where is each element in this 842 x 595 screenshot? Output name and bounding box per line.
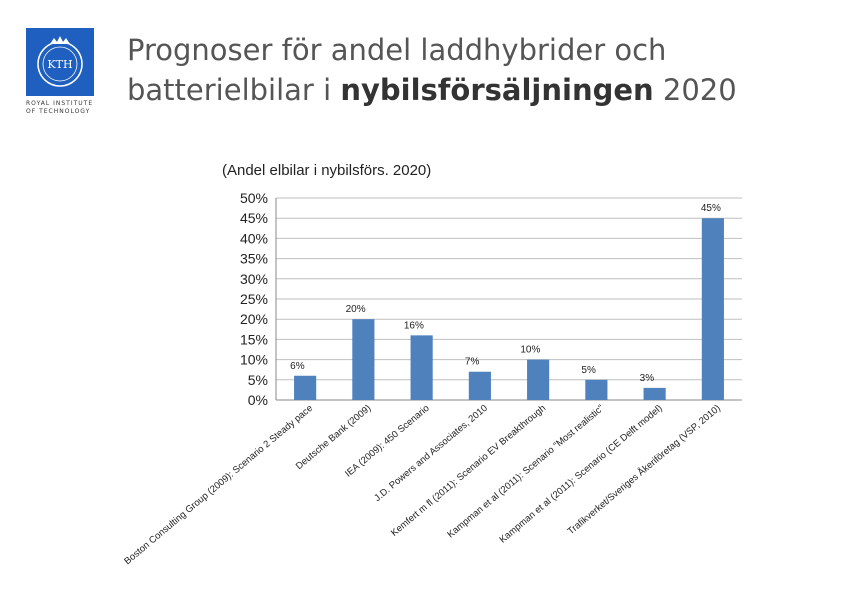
logo-line2: OF TECHNOLOGY: [26, 108, 91, 115]
slide-title: Prognoser för andel laddhybrider och bat…: [127, 30, 827, 110]
data-label: 10%: [520, 345, 540, 356]
bar: [410, 335, 433, 400]
bar: [527, 359, 550, 400]
logo-line1: ROYAL INSTITUTE: [26, 100, 94, 107]
chart-data-labels: 6% 20% 16% 7% 10% 5% 3% 45%: [290, 203, 721, 384]
y-tick-label: 30%: [240, 271, 268, 287]
y-tick-label: 45%: [240, 210, 268, 226]
data-label: 20%: [346, 304, 366, 315]
bar: [585, 379, 608, 400]
y-tick-label: 35%: [240, 251, 268, 267]
data-label: 16%: [404, 320, 424, 331]
data-label: 45%: [701, 203, 721, 214]
kth-mark: KTH: [47, 58, 72, 71]
chart-bars: [294, 218, 724, 400]
data-label: 3%: [640, 373, 655, 384]
slide-title-part2: 2020: [653, 73, 737, 107]
x-tick-label: J.D. Powers and Associates, 2010: [372, 403, 490, 504]
slide-title-part1: Prognoser för andel laddhybrider och bat…: [127, 33, 667, 107]
y-tick-label: 0%: [248, 392, 268, 408]
y-tick-label: 20%: [240, 311, 268, 327]
y-tick-label: 5%: [248, 372, 268, 388]
chart-title: (Andel elbilar i nybilsförs. 2020): [222, 162, 431, 179]
x-tick-label: Boston Consulting Group (2009): Scenario…: [122, 403, 315, 567]
kth-crest-icon: KTH: [26, 28, 94, 96]
bar: [352, 319, 375, 400]
data-label: 7%: [465, 357, 480, 368]
bar: [468, 371, 491, 400]
chart-gridlines: [275, 197, 742, 401]
bar: [701, 218, 724, 400]
y-tick-label: 10%: [240, 352, 268, 368]
data-label: 5%: [581, 365, 596, 376]
slide-title-bold: nybilsförsäljningen: [340, 73, 654, 107]
bar: [643, 387, 666, 400]
y-tick-label: 15%: [240, 331, 268, 347]
bar: [294, 375, 317, 400]
y-tick-label: 40%: [240, 230, 268, 246]
y-axis-ticks: 0% 5% 10% 15% 20% 25% 30% 35% 40% 45% 50%: [240, 190, 268, 408]
data-label: 6%: [290, 361, 305, 372]
y-tick-label: 25%: [240, 291, 268, 307]
y-tick-label: 50%: [240, 190, 268, 206]
x-axis-labels: Boston Consulting Group (2009): Scenario…: [122, 403, 723, 567]
kth-logo: KTH ROYAL INSTITUTE OF TECHNOLOGY: [26, 28, 94, 116]
